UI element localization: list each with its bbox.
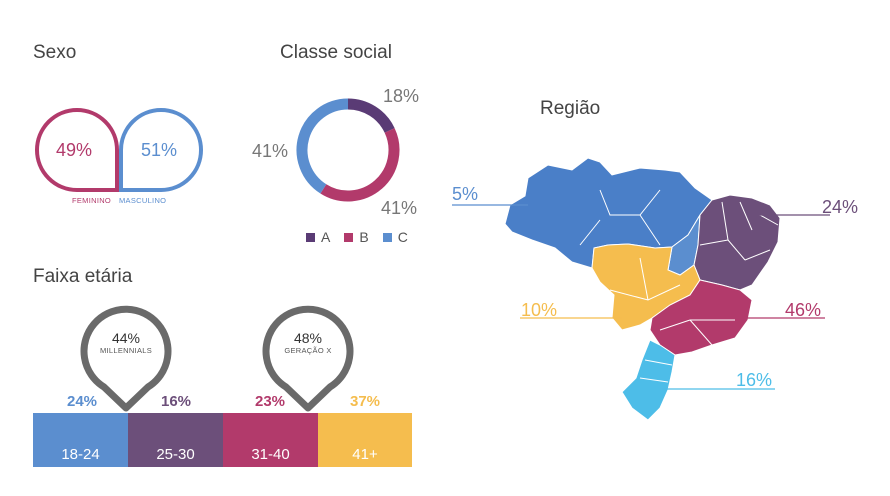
legend-c-swatch <box>382 232 392 242</box>
feminino-pct: 49% <box>56 140 93 160</box>
feminino-label: FEMININO <box>72 196 112 205</box>
legend-c: C <box>382 229 408 245</box>
pin-millennials: 44% MILLENNIALS <box>86 330 166 355</box>
regiao-sudeste-pct: 46% <box>785 300 822 320</box>
regiao-centro-oeste-pct: 10% <box>521 300 558 320</box>
regiao-nordeste-pct: 24% <box>822 197 859 217</box>
legend-a-swatch <box>306 232 315 242</box>
seg-25-30-pct: 16% <box>160 393 192 410</box>
pin-millennials-shape <box>80 305 172 412</box>
legend-c-label: C <box>397 229 408 245</box>
seg-41-label: 41+ <box>352 446 378 463</box>
legend-a-label: A <box>321 229 331 245</box>
pin-millennials-pct: 44% <box>111 330 141 346</box>
classe-legend: A B C <box>306 229 408 245</box>
pin-geracao-x-pct: 48% <box>293 330 323 346</box>
seg-41: 41+ <box>318 413 412 467</box>
feminino-drop <box>35 108 119 192</box>
classe-a-pct: 18% <box>383 86 420 106</box>
regiao-sul-pct: 16% <box>736 370 773 390</box>
donut-slice-a <box>347 98 395 133</box>
masculino-label: MASCULINO <box>119 196 167 205</box>
legend-b-swatch <box>344 232 354 242</box>
map-region-sul <box>621 339 676 421</box>
faixa-title: Faixa etária <box>33 266 133 287</box>
seg-41-pct: 37% <box>349 393 381 410</box>
seg-31-40-pct: 23% <box>254 393 286 410</box>
masculino-drop <box>119 108 203 192</box>
seg-18-24: 18-24 <box>33 413 128 467</box>
donut-slice-b <box>320 128 400 202</box>
classe-c-pct: 41% <box>252 141 289 161</box>
sexo-title: Sexo <box>33 42 77 63</box>
donut-slice-c <box>296 98 349 194</box>
legend-a: A <box>306 229 330 245</box>
pin-millennials-label: MILLENNIALS <box>99 346 153 355</box>
seg-18-24-pct: 24% <box>66 393 98 410</box>
classe-b-pct: 41% <box>381 198 418 218</box>
seg-31-40-label: 31-40 <box>251 446 290 463</box>
map-region-nordeste <box>693 194 781 291</box>
pin-geracao-x: 48% GERAÇÃO X <box>268 330 348 355</box>
seg-31-40: 31-40 <box>223 413 318 467</box>
map-region-sudeste <box>649 279 753 356</box>
regiao-title: Região <box>540 98 601 119</box>
classe-title: Classe social <box>280 42 392 63</box>
masculino-pct: 51% <box>141 140 178 160</box>
regiao-norte-pct: 5% <box>452 184 479 204</box>
legend-b-label: B <box>359 229 369 245</box>
seg-25-30-label: 25-30 <box>156 446 195 463</box>
legend-b: B <box>344 229 369 245</box>
seg-25-30: 25-30 <box>128 413 223 467</box>
seg-18-24-label: 18-24 <box>61 446 100 463</box>
pin-geracao-x-shape <box>262 305 354 412</box>
pin-geracao-x-label: GERAÇÃO X <box>284 346 332 355</box>
